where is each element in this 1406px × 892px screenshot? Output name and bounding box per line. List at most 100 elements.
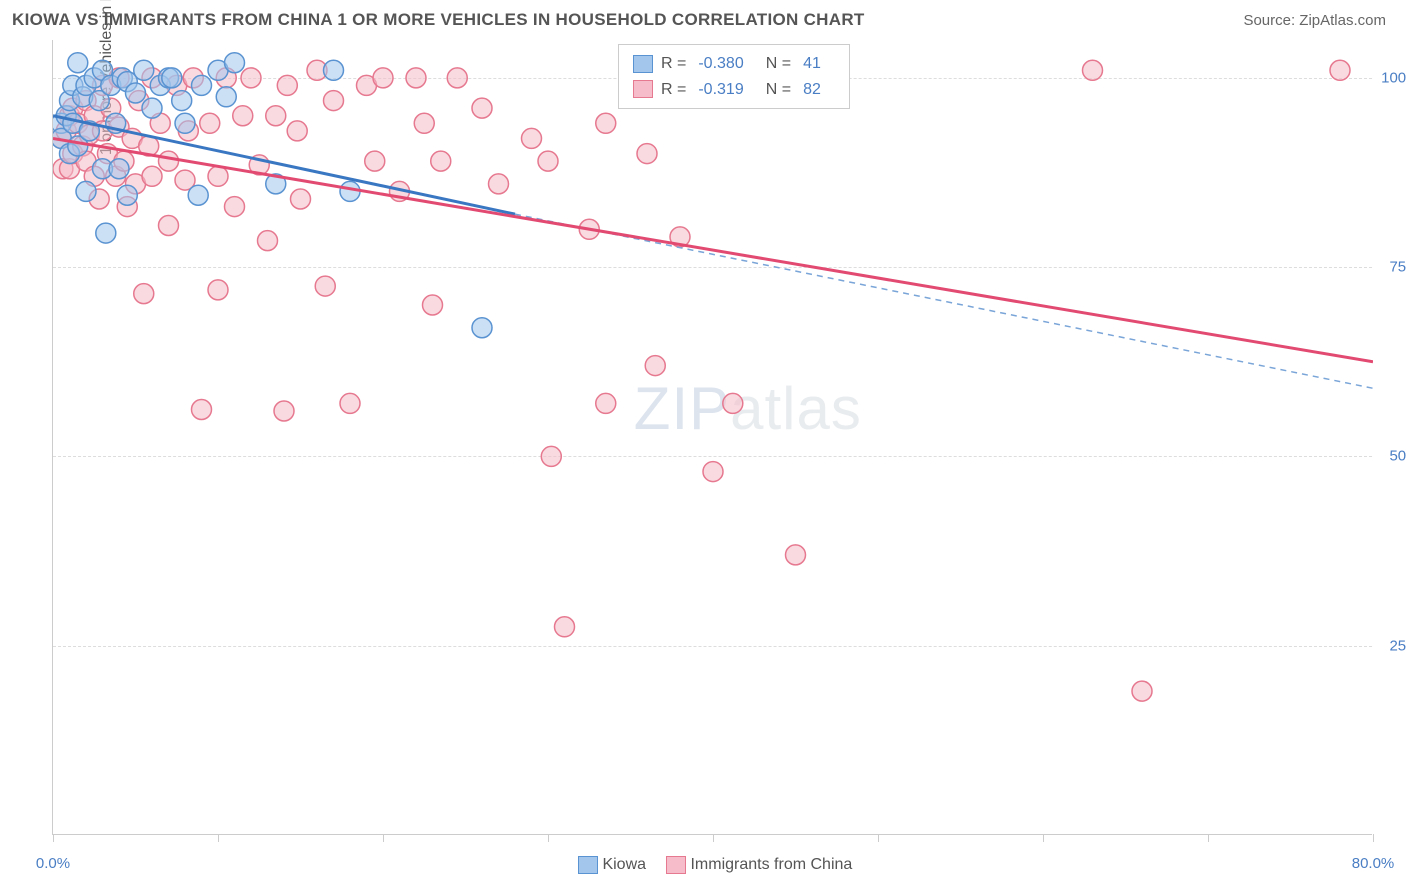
scatter-point (423, 295, 443, 315)
chart-title: KIOWA VS IMMIGRANTS FROM CHINA 1 OR MORE… (12, 10, 865, 30)
scatter-point (159, 216, 179, 236)
scatter-point (637, 144, 657, 164)
scatter-point (287, 121, 307, 141)
legend-swatch (633, 80, 653, 98)
chart-source: Source: ZipAtlas.com (1243, 12, 1386, 29)
series-swatch (578, 856, 598, 874)
scatter-point (596, 393, 616, 413)
x-tick-label: 0.0% (36, 855, 70, 872)
scatter-point (555, 617, 575, 637)
scatter-point (315, 276, 335, 296)
trend-line-dashed (515, 214, 1373, 388)
scatter-point (414, 113, 434, 133)
scatter-point (472, 318, 492, 338)
legend-n-label: N = (766, 77, 791, 103)
scatter-point (258, 231, 278, 251)
scatter-point (340, 393, 360, 413)
scatter-point (373, 68, 393, 88)
legend-r-label: R = (661, 77, 686, 103)
scatter-point (172, 91, 192, 111)
scatter-point (472, 98, 492, 118)
scatter-svg (53, 40, 1373, 835)
legend-r-label: R = (661, 51, 686, 77)
series-legend-item: Immigrants from China (666, 856, 852, 874)
trend-line (53, 138, 1373, 361)
scatter-point (596, 113, 616, 133)
x-tick (548, 834, 549, 842)
scatter-point (489, 174, 509, 194)
correlation-legend: R = -0.380 N = 41 R = -0.319 N = 82 (618, 44, 850, 109)
scatter-point (365, 151, 385, 171)
scatter-point (192, 399, 212, 419)
legend-n-value: 82 (803, 77, 821, 103)
scatter-point (447, 68, 467, 88)
scatter-point (126, 83, 146, 103)
scatter-point (1083, 60, 1103, 80)
scatter-point (134, 60, 154, 80)
scatter-point (1132, 681, 1152, 701)
y-tick-label: 100.0% (1381, 69, 1406, 86)
legend-n-label: N = (766, 51, 791, 77)
y-tick-label: 75.0% (1389, 259, 1406, 276)
scatter-point (225, 53, 245, 73)
legend-row: R = -0.380 N = 41 (633, 51, 835, 77)
y-tick-label: 25.0% (1389, 637, 1406, 654)
x-tick (1208, 834, 1209, 842)
legend-n-value: 41 (803, 51, 821, 77)
scatter-point (134, 284, 154, 304)
x-tick-label: 80.0% (1352, 855, 1395, 872)
scatter-point (340, 181, 360, 201)
series-swatch (666, 856, 686, 874)
legend-r-value: -0.319 (698, 77, 743, 103)
scatter-point (208, 166, 228, 186)
legend-r-value: -0.380 (698, 51, 743, 77)
scatter-point (192, 75, 212, 95)
series-name: Immigrants from China (690, 856, 852, 873)
scatter-point (241, 68, 261, 88)
scatter-point (324, 60, 344, 80)
scatter-point (96, 223, 116, 243)
scatter-point (541, 446, 561, 466)
y-tick-label: 50.0% (1389, 448, 1406, 465)
x-tick (53, 834, 54, 842)
legend-row: R = -0.319 N = 82 (633, 77, 835, 103)
scatter-point (1330, 60, 1350, 80)
scatter-point (175, 113, 195, 133)
scatter-point (233, 106, 253, 126)
scatter-point (142, 166, 162, 186)
scatter-point (117, 185, 137, 205)
scatter-point (723, 393, 743, 413)
scatter-point (142, 98, 162, 118)
x-tick (713, 834, 714, 842)
x-tick (383, 834, 384, 842)
scatter-point (68, 53, 88, 73)
scatter-point (266, 106, 286, 126)
scatter-point (431, 151, 451, 171)
x-tick (1373, 834, 1374, 842)
scatter-point (109, 159, 129, 179)
scatter-point (200, 113, 220, 133)
scatter-point (216, 87, 236, 107)
scatter-point (76, 181, 96, 201)
scatter-point (159, 151, 179, 171)
scatter-point (538, 151, 558, 171)
x-tick (218, 834, 219, 842)
scatter-point (291, 189, 311, 209)
scatter-point (277, 75, 297, 95)
chart-header: KIOWA VS IMMIGRANTS FROM CHINA 1 OR MORE… (0, 0, 1406, 35)
plot-area: ZIPatlas R =-0.380N =41R =-0.319N =82 25… (52, 40, 1372, 835)
scatter-point (324, 91, 344, 111)
scatter-point (645, 356, 665, 376)
series-legend: Kiowa Immigrants from China (578, 856, 852, 874)
scatter-point (274, 401, 294, 421)
scatter-point (208, 280, 228, 300)
x-tick (1043, 834, 1044, 842)
scatter-point (188, 185, 208, 205)
scatter-point (406, 68, 426, 88)
scatter-point (162, 68, 182, 88)
scatter-point (703, 462, 723, 482)
series-name: Kiowa (602, 856, 646, 873)
legend-swatch (633, 55, 653, 73)
scatter-point (786, 545, 806, 565)
x-tick (878, 834, 879, 842)
